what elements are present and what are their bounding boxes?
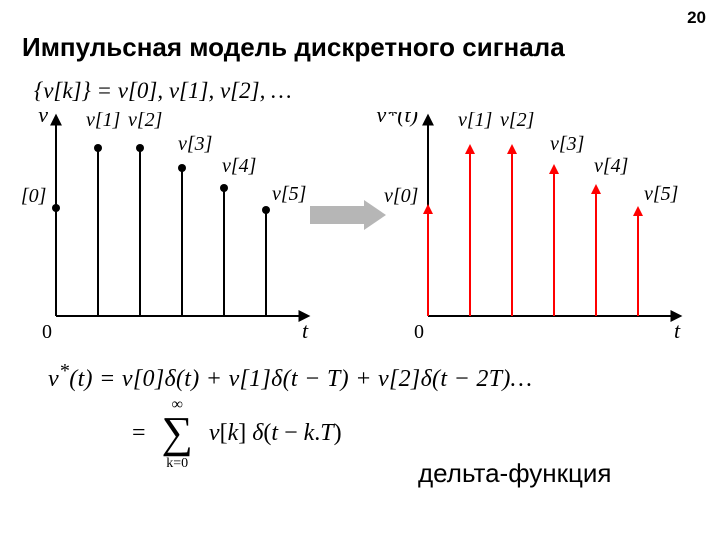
svg-text:v*(t): v*(t) xyxy=(376,112,418,127)
page-number: 20 xyxy=(687,8,706,28)
svg-text:v[2]: v[2] xyxy=(128,112,162,131)
sigma-lower-limit: k=0 xyxy=(166,457,188,471)
page-title: Импульсная модель дискретного сигнала xyxy=(22,32,565,63)
svg-text:v[3]: v[3] xyxy=(178,133,212,155)
summation-symbol: ∞ ∑ k=0 xyxy=(160,411,195,455)
svg-text:v[5]: v[5] xyxy=(644,183,678,205)
arrow-shaft xyxy=(310,206,364,224)
svg-text:v[4]: v[4] xyxy=(594,155,628,177)
svg-text:v[1]: v[1] xyxy=(86,112,120,131)
transition-arrow xyxy=(310,200,390,230)
delta-function-label: дельта-функция xyxy=(418,458,612,489)
svg-text:0: 0 xyxy=(42,321,52,340)
svg-text:0: 0 xyxy=(414,321,424,340)
formula-equals: = xyxy=(132,420,146,447)
svg-text:v[1]: v[1] xyxy=(458,112,492,131)
svg-text:v[4]: v[4] xyxy=(222,155,256,177)
svg-text:v[2]: v[2] xyxy=(500,112,534,131)
formula-line-2: = ∞ ∑ k=0 v[k] δ(t − k.T) xyxy=(132,411,688,455)
sigma-upper-limit: ∞ xyxy=(172,397,183,413)
sequence-definition: {v[k]} = v[0], v[1], v[2], … xyxy=(34,78,292,104)
svg-text:v[5]: v[5] xyxy=(272,183,306,205)
arrow-head xyxy=(364,200,386,230)
svg-text:v[3]: v[3] xyxy=(550,133,584,155)
formula-body: v[k] δ(t − k.T) xyxy=(209,420,342,447)
svg-text:t: t xyxy=(302,318,309,340)
formula-line-1: v*(t) = v[0]δ(t) + v[1]δ(t − T) + v[2]δ(… xyxy=(48,360,688,393)
svg-text:v[0]: v[0] xyxy=(22,185,46,207)
svg-text:t: t xyxy=(674,318,681,340)
formula-block: v*(t) = v[0]δ(t) + v[1]δ(t − T) + v[2]δ(… xyxy=(48,360,688,455)
svg-text:v: v xyxy=(38,112,48,127)
